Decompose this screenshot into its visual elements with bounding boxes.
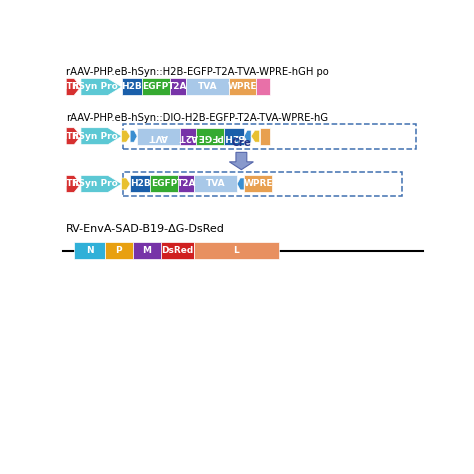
Text: PFGE: PFGE: [197, 132, 223, 141]
Text: EGFP: EGFP: [151, 180, 177, 189]
Text: ITR: ITR: [63, 180, 80, 189]
Polygon shape: [130, 130, 137, 142]
Text: DsRed: DsRed: [161, 246, 193, 255]
Bar: [228, 78, 256, 95]
Text: rAAV-PHP.eB-hSyn::DIO-H2B-EGFP-T2A-TVA-WPRE-hG: rAAV-PHP.eB-hSyn::DIO-H2B-EGFP-T2A-TVA-W…: [66, 113, 328, 123]
Text: AVT: AVT: [149, 132, 168, 141]
Text: EGFP: EGFP: [143, 82, 169, 91]
Polygon shape: [81, 175, 122, 192]
Text: ITR: ITR: [63, 132, 80, 141]
Text: WPRE: WPRE: [243, 180, 273, 189]
Text: H2B: H2B: [121, 82, 142, 91]
Polygon shape: [81, 128, 122, 145]
Text: M: M: [142, 246, 151, 255]
Bar: [137, 128, 180, 145]
Polygon shape: [122, 178, 130, 190]
Text: RV-EnvA-SAD-B19-ΔG-DsRed: RV-EnvA-SAD-B19-ΔG-DsRed: [66, 224, 225, 234]
Text: A2T: A2T: [178, 132, 198, 141]
Bar: [133, 242, 161, 259]
Bar: [178, 175, 194, 192]
Polygon shape: [251, 130, 260, 142]
Bar: [105, 242, 133, 259]
Text: Cre: Cre: [231, 138, 251, 148]
Polygon shape: [244, 130, 251, 142]
Polygon shape: [81, 78, 122, 95]
Text: H2B: H2B: [130, 180, 151, 189]
Text: L: L: [234, 246, 239, 255]
Text: T2A: T2A: [177, 180, 196, 189]
Bar: [180, 128, 196, 145]
Text: B2H: B2H: [224, 132, 245, 141]
Bar: [256, 78, 270, 95]
Polygon shape: [122, 130, 130, 142]
Polygon shape: [66, 128, 81, 145]
Bar: [186, 78, 228, 95]
Text: hSyn Pro: hSyn Pro: [72, 132, 118, 141]
Bar: [150, 175, 178, 192]
Text: ITR: ITR: [63, 82, 80, 91]
Text: TVA: TVA: [198, 82, 217, 91]
Text: rAAV-PHP.eB-hSyn::H2B-EGFP-T2A-TVA-WPRE-hGH po: rAAV-PHP.eB-hSyn::H2B-EGFP-T2A-TVA-WPRE-…: [66, 66, 329, 76]
Bar: [142, 78, 170, 95]
Text: N: N: [86, 246, 93, 255]
Bar: [224, 128, 244, 145]
Bar: [260, 128, 271, 145]
Text: hSyn Pro: hSyn Pro: [72, 82, 118, 91]
Bar: [130, 175, 150, 192]
Text: hSyn Pro: hSyn Pro: [72, 180, 118, 189]
Text: TVA: TVA: [206, 180, 226, 189]
Bar: [244, 175, 272, 192]
Polygon shape: [66, 175, 81, 192]
Text: WPRE: WPRE: [228, 82, 257, 91]
Bar: [122, 78, 142, 95]
Polygon shape: [237, 178, 244, 190]
Bar: [194, 175, 237, 192]
Text: T2A: T2A: [168, 82, 188, 91]
Polygon shape: [229, 152, 254, 170]
Bar: [74, 242, 105, 259]
Bar: [194, 242, 279, 259]
Bar: [161, 242, 194, 259]
Text: P: P: [116, 246, 122, 255]
Polygon shape: [66, 78, 81, 95]
Bar: [170, 78, 186, 95]
Bar: [196, 128, 224, 145]
